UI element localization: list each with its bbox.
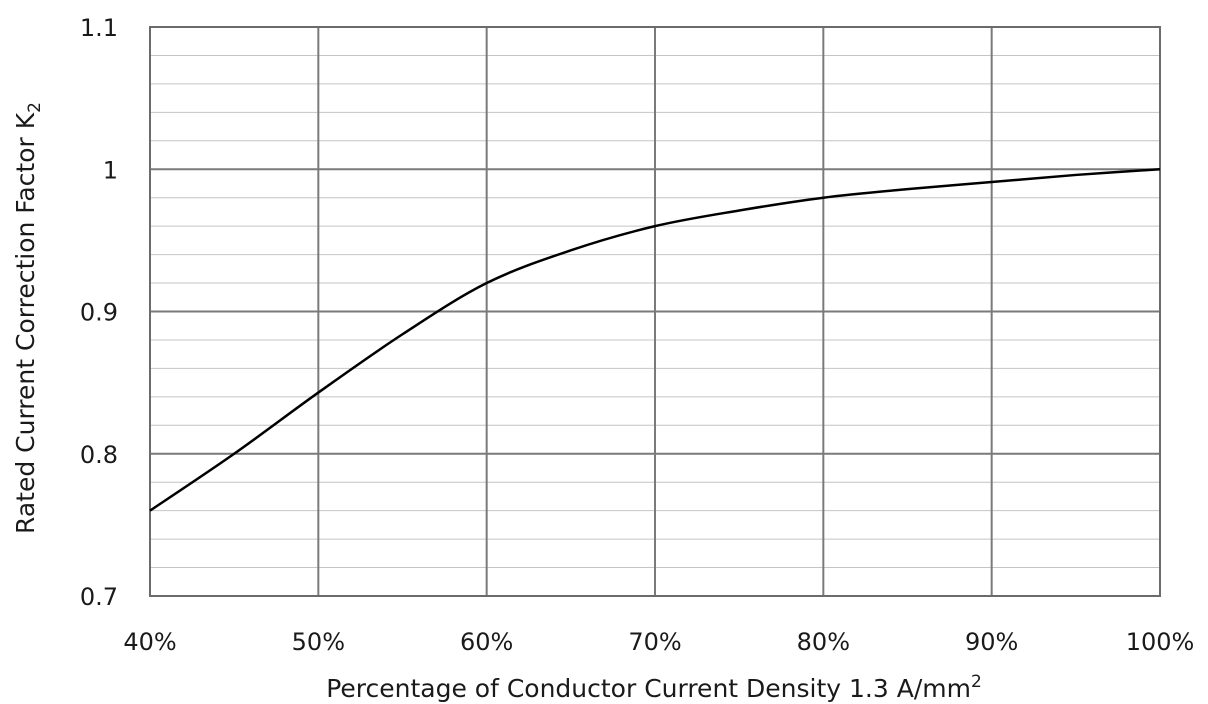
x-tick-label: 100% bbox=[1126, 628, 1195, 656]
y-tick-label: 1 bbox=[103, 156, 118, 184]
y-tick-label: 0.7 bbox=[80, 583, 118, 611]
x-tick-label: 50% bbox=[292, 628, 345, 656]
x-tick-label: 90% bbox=[965, 628, 1018, 656]
series-layer bbox=[149, 168, 1161, 512]
y-tick-label: 1.1 bbox=[80, 14, 118, 42]
x-tick-label: 60% bbox=[460, 628, 513, 656]
x-axis-label: Percentage of Conductor Current Density … bbox=[326, 672, 982, 703]
x-tick-labels: 40% 50% 60% 70% 80% 90% 100% bbox=[123, 628, 1194, 656]
y-axis-label: Rated Current Correction Factor K2 bbox=[11, 102, 45, 534]
y-tick-label: 0.9 bbox=[80, 299, 118, 327]
plot-frame bbox=[149, 26, 1161, 597]
x-tick-label: 40% bbox=[123, 628, 176, 656]
series-line bbox=[149, 168, 1161, 512]
y-tick-label: 0.8 bbox=[80, 441, 118, 469]
y-tick-labels: 0.7 0.8 0.9 1 1.1 bbox=[80, 14, 118, 611]
x-tick-label: 80% bbox=[797, 628, 850, 656]
x-tick-label: 70% bbox=[628, 628, 681, 656]
